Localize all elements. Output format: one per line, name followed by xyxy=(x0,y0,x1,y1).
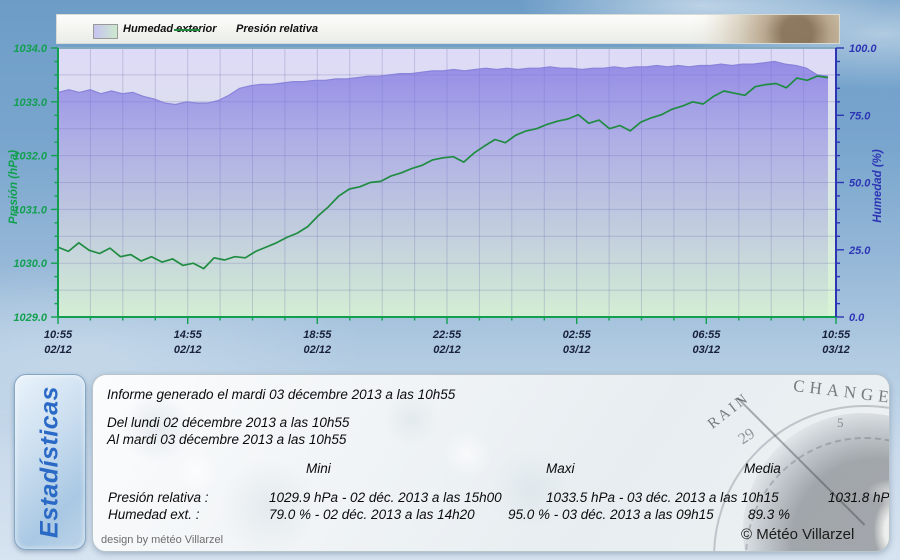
svg-text:50.0: 50.0 xyxy=(849,178,871,190)
svg-text:25.0: 25.0 xyxy=(848,245,871,257)
svg-text:03/12: 03/12 xyxy=(563,344,591,356)
report-from-line: Del lundi 02 décembre 2013 a las 10h55 xyxy=(107,415,350,430)
svg-text:18:55: 18:55 xyxy=(303,329,332,341)
svg-text:1032.0: 1032.0 xyxy=(13,151,48,163)
svg-text:1030.0: 1030.0 xyxy=(13,258,48,270)
humidity-mini-value: 79.0 % - 02 déc. 2013 a las 14h20 xyxy=(269,507,475,522)
column-header-media: Media xyxy=(744,461,781,476)
chart-legend: Humedad exterior Presión relativa xyxy=(56,14,840,44)
statistics-tab: Estadísticas xyxy=(14,374,86,550)
svg-text:02/12: 02/12 xyxy=(304,344,332,356)
watermark-rain-text: RAIN xyxy=(704,389,754,433)
pressure-row-label: Presión relativa : xyxy=(108,490,209,505)
svg-text:1029.0: 1029.0 xyxy=(13,312,48,324)
svg-text:1033.0: 1033.0 xyxy=(13,97,48,109)
svg-text:22:55: 22:55 xyxy=(432,329,462,341)
copyright-notice: © Météo Villarzel xyxy=(741,526,855,543)
humidity-area-swatch xyxy=(93,24,118,39)
watermark-5-text: 5 xyxy=(837,415,844,430)
svg-text:1034.0: 1034.0 xyxy=(13,43,48,55)
svg-text:14:55: 14:55 xyxy=(174,329,203,341)
pressure-maxi-value: 1033.5 hPa - 03 déc. 2013 a las 10h15 xyxy=(546,490,779,505)
pressure-line-swatch xyxy=(174,29,200,31)
barometer-watermark-small xyxy=(689,15,839,43)
statistics-panel: CHANGE RAIN 29 5 Informe generado el mar… xyxy=(92,374,890,552)
svg-text:10:55: 10:55 xyxy=(822,329,851,341)
design-credit: design by météo Villarzel xyxy=(101,534,224,546)
svg-text:02/12: 02/12 xyxy=(174,344,202,356)
svg-text:03/12: 03/12 xyxy=(693,344,721,356)
svg-text:100.0: 100.0 xyxy=(849,43,877,55)
svg-text:0.0: 0.0 xyxy=(849,312,865,324)
column-header-mini: Mini xyxy=(306,461,331,476)
humidity-maxi-value: 95.0 % - 03 déc. 2013 a las 09h15 xyxy=(508,507,714,522)
svg-text:06:55: 06:55 xyxy=(692,329,721,341)
pressure-mini-value: 1029.9 hPa - 02 déc. 2013 a las 15h00 xyxy=(269,490,502,505)
humidity-row-label: Humedad ext. : xyxy=(108,507,200,522)
right-axis-title: Humedad (%) xyxy=(872,149,884,223)
svg-text:75.0: 75.0 xyxy=(849,110,871,122)
legend-pressure-label: Presión relativa xyxy=(236,23,318,35)
watermark-change-text: CHANGE xyxy=(792,375,890,408)
column-header-maxi: Maxi xyxy=(546,461,575,476)
svg-text:02:55: 02:55 xyxy=(563,329,592,341)
svg-text:10:55: 10:55 xyxy=(44,329,73,341)
svg-text:02/12: 02/12 xyxy=(44,344,72,356)
svg-text:02/12: 02/12 xyxy=(433,344,461,356)
pressure-humidity-chart: 1034.0 1033.0 1032.0 1031.0 1030.0 1029.0 100.… xyxy=(13,43,877,356)
humidity-media-value: 89.3 % xyxy=(748,507,791,522)
svg-text:03/12: 03/12 xyxy=(822,344,850,356)
report-generated-line: Informe generado el mardi 03 décembre 20… xyxy=(107,387,456,402)
legend-humidity-label: Humedad exterior xyxy=(123,23,217,35)
watermark-29-text: 29 xyxy=(735,425,759,449)
svg-text:1031.0: 1031.0 xyxy=(13,204,48,216)
left-axis-title: Presión (hPa) xyxy=(8,149,20,225)
pressure-media-value: 1031.8 hPa xyxy=(828,490,890,505)
barometer-ornament-watermark xyxy=(851,470,889,551)
statistics-tab-label: Estadísticas xyxy=(35,386,64,538)
report-to-line: Al mardi 03 décembre 2013 a las 10h55 xyxy=(107,432,347,447)
